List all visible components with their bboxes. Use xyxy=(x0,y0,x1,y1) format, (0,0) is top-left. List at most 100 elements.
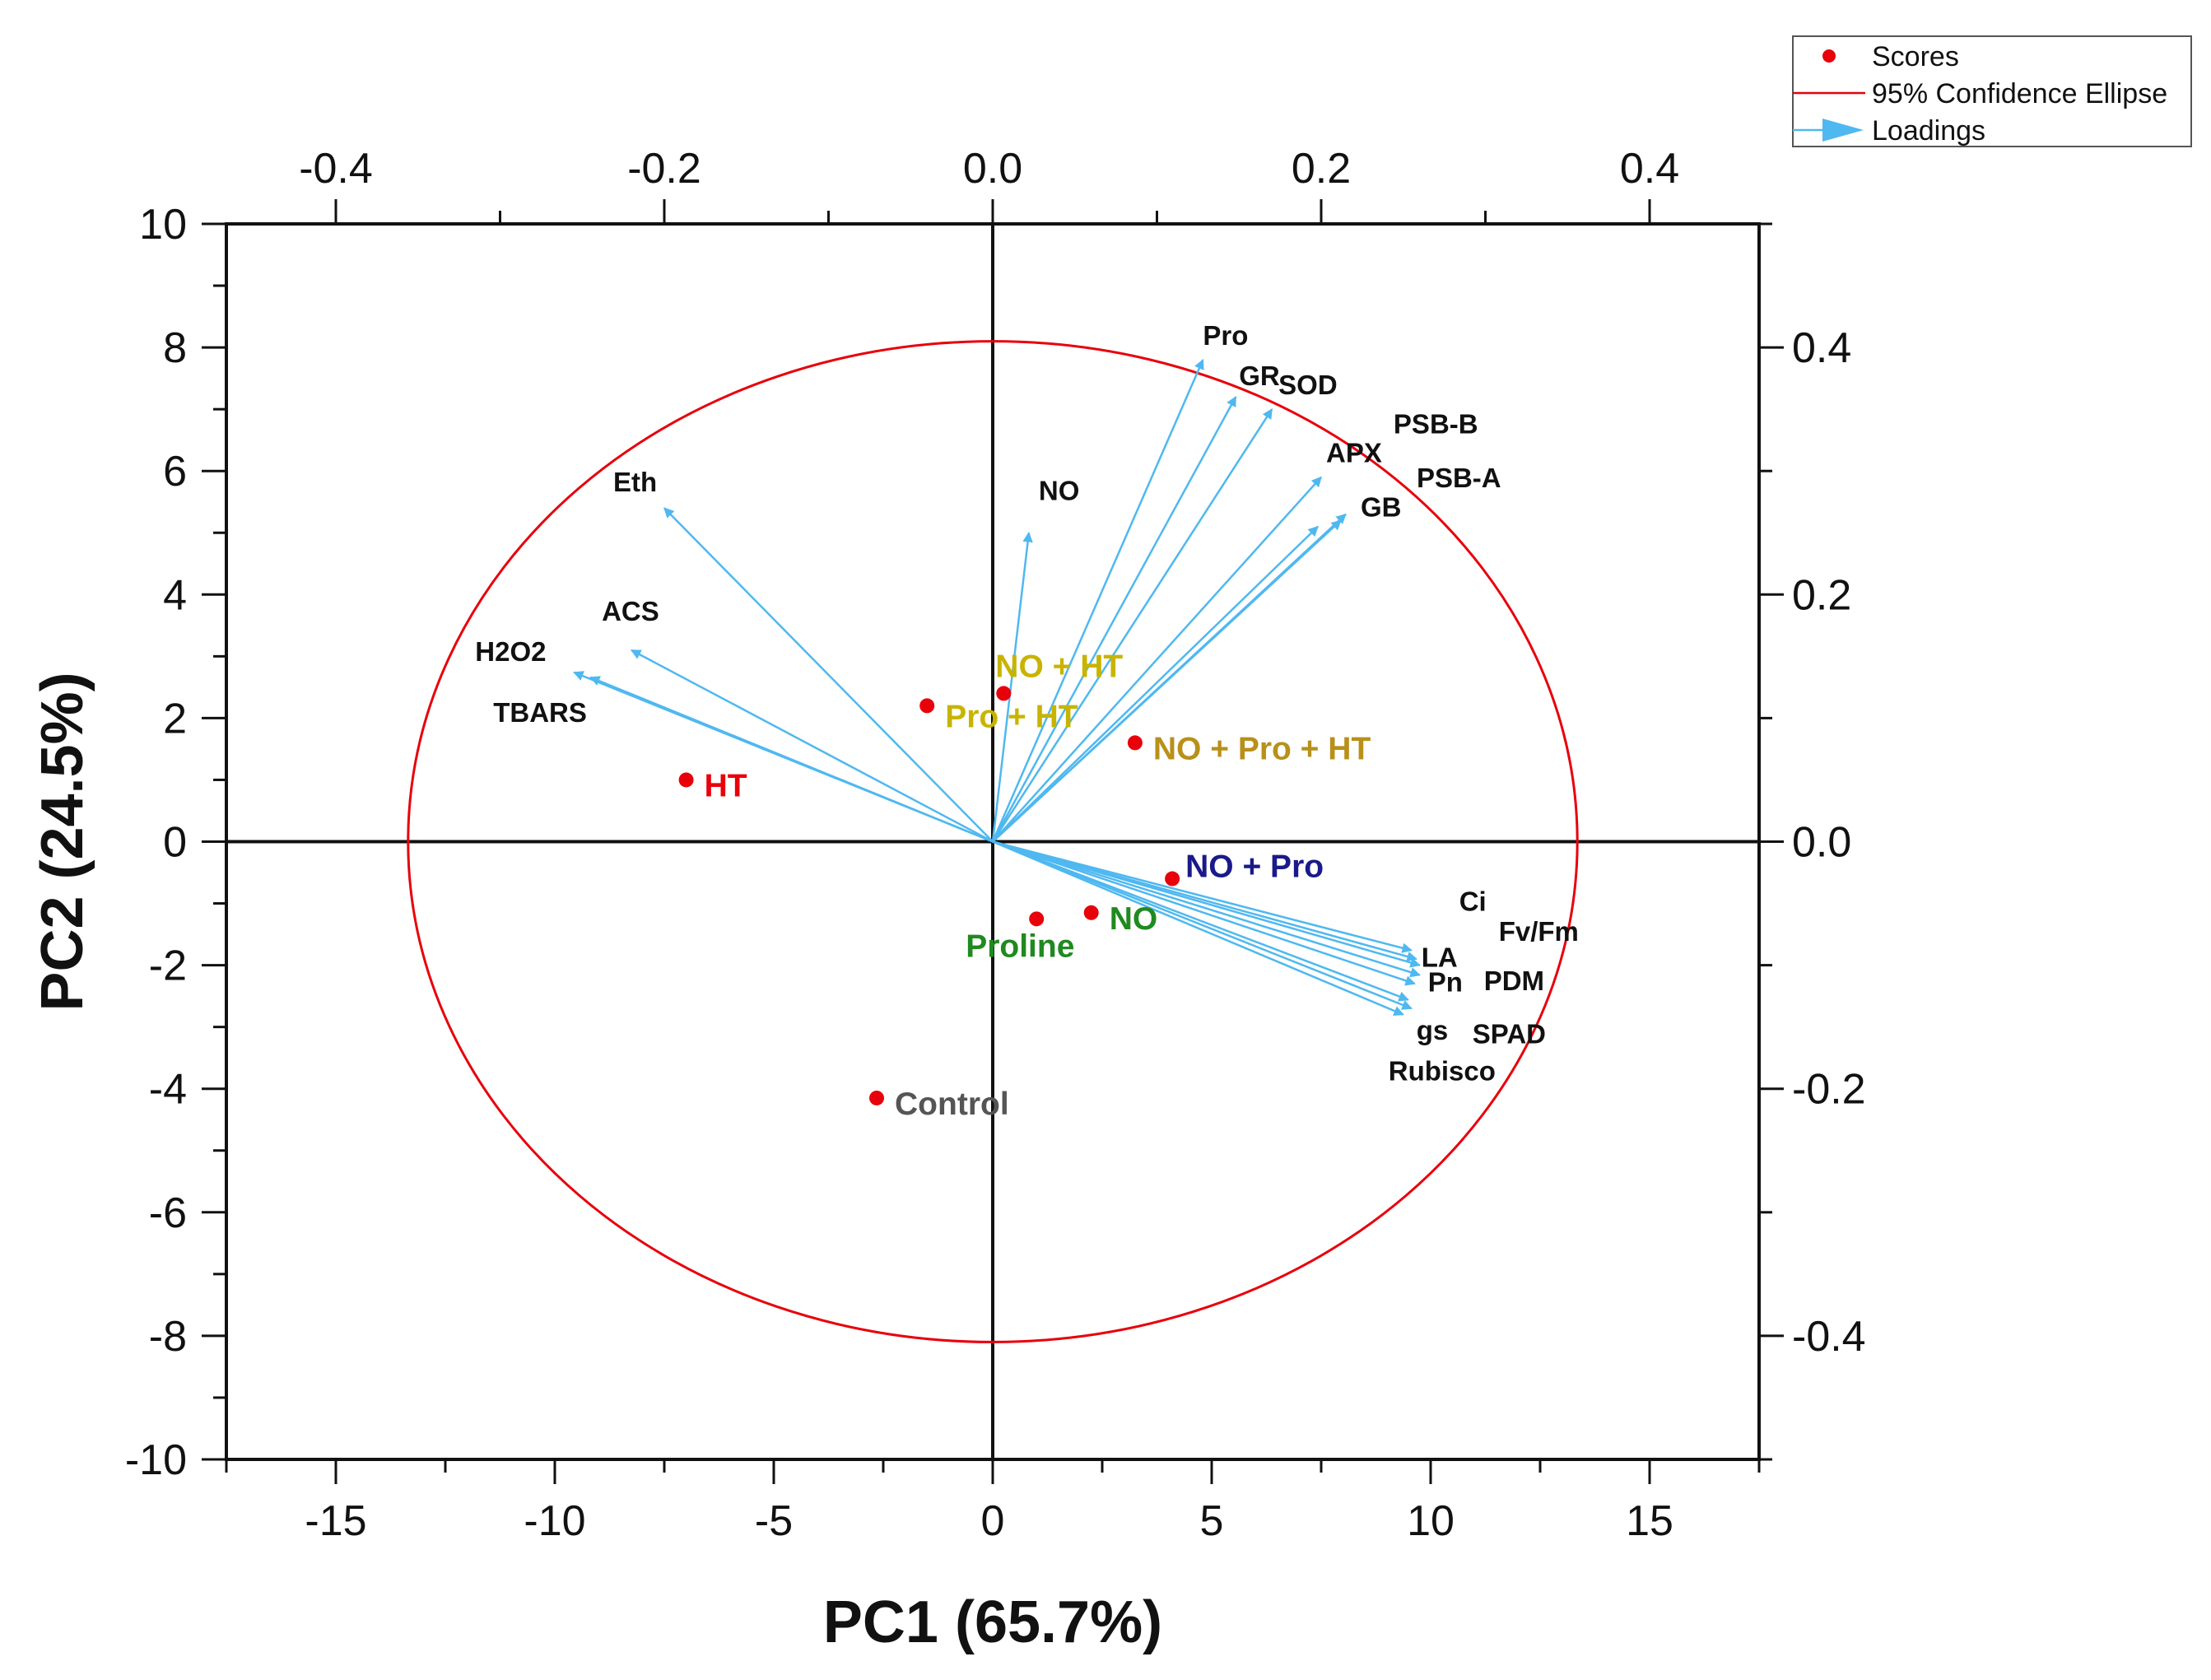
right-tick-label: 0.4 xyxy=(1792,324,1851,372)
loading-label: gs xyxy=(1417,1015,1449,1045)
y-tick-label: -2 xyxy=(149,942,187,990)
y-tick-label: -4 xyxy=(149,1066,187,1114)
y-tick-label: -10 xyxy=(125,1436,187,1484)
x-axis-title: PC1 (65.7%) xyxy=(823,1589,1162,1655)
score-label: NO + Pro + HT xyxy=(1153,731,1371,766)
legend-label: Scores xyxy=(1872,41,1959,72)
loading-label: PDM xyxy=(1484,966,1544,996)
loading-arrow xyxy=(992,840,1413,1010)
plot-frame-layer: -15 -10 -5 0 5 10 15 -10 -8 -6 -4 -2 0 2 4 6 8 10 -0.4 -0.2… xyxy=(30,145,1866,1655)
right-tick-label: -0.2 xyxy=(1792,1066,1866,1114)
top-tick-label: 0.4 xyxy=(1620,145,1679,193)
loading-label: Ci xyxy=(1459,887,1487,917)
loading-arrow xyxy=(630,649,994,843)
y-tick-label: 2 xyxy=(163,695,187,742)
loading-arrow xyxy=(992,840,1413,953)
loading-arrow xyxy=(992,476,1322,843)
x-tick-label: -5 xyxy=(755,1497,793,1545)
loading-arrow xyxy=(992,840,1421,968)
y-tick-label: -8 xyxy=(149,1313,187,1361)
loading-arrow xyxy=(991,408,1273,843)
y-tick-label: 6 xyxy=(163,448,187,496)
x-tick-label: -15 xyxy=(305,1497,366,1545)
loading-label: APX xyxy=(1326,438,1382,468)
loading-label: Rubisco xyxy=(1389,1056,1496,1087)
loading-arrow xyxy=(992,525,1319,843)
loading-arrow xyxy=(992,840,1404,1017)
score-point xyxy=(919,698,935,714)
right-tick-label: 0.0 xyxy=(1792,819,1851,867)
legend-box xyxy=(1792,35,2192,147)
loading-label: GB xyxy=(1361,492,1402,523)
legend-item: 95% Confidence Ellipse xyxy=(1793,78,2167,109)
loading-arrow xyxy=(992,519,1342,843)
ellipse-layer xyxy=(407,340,1579,1343)
loading-label: SOD xyxy=(1278,370,1338,400)
top-tick-label: -0.2 xyxy=(627,145,701,193)
loading-label: Eth xyxy=(613,467,657,497)
score-label: NO xyxy=(1110,901,1158,937)
score-label: Control xyxy=(895,1087,1009,1122)
legend: Scores 95% Confidence Ellipse Loadings xyxy=(1792,35,2192,147)
legend-item: Scores xyxy=(1822,41,1959,72)
loading-arrow xyxy=(991,358,1204,842)
scores-layer xyxy=(678,686,1180,1105)
y-axis-title: PC2 (24.5%) xyxy=(30,672,95,1011)
y-tick-label: -6 xyxy=(149,1189,187,1237)
score-label: Proline xyxy=(966,928,1074,964)
top-tick-label: -0.4 xyxy=(299,145,373,193)
score-label: NO + HT xyxy=(995,649,1123,684)
loadings-layer xyxy=(573,358,1421,1017)
legend-dot xyxy=(1822,49,1836,63)
y-tick-label: 0 xyxy=(163,819,187,867)
top-tick-label: 0.0 xyxy=(963,145,1022,193)
score-point xyxy=(1165,871,1180,887)
loading-arrow xyxy=(992,840,1409,1002)
loading-label: Pn xyxy=(1428,967,1463,998)
loading-label: LA xyxy=(1422,942,1458,973)
loading-arrow xyxy=(992,840,1416,986)
x-tick-label: 10 xyxy=(1407,1497,1455,1545)
score-point xyxy=(1127,735,1143,751)
loading-label: TBARS xyxy=(493,697,587,728)
right-tick-label: 0.2 xyxy=(1792,571,1851,619)
top-tick-label: 0.2 xyxy=(1292,145,1351,193)
score-point xyxy=(678,772,694,788)
loading-label: Pro xyxy=(1203,320,1248,351)
score-label: HT xyxy=(705,768,747,803)
confidence-ellipse xyxy=(407,340,1579,1343)
loading-label: SPAD xyxy=(1473,1019,1546,1049)
x-tick-label: -10 xyxy=(524,1497,585,1545)
y-tick-label: 8 xyxy=(163,324,187,372)
x-tick-label: 0 xyxy=(981,1497,1005,1545)
score-label: Pro + HT xyxy=(945,699,1078,734)
x-tick-label: 5 xyxy=(1200,1497,1224,1545)
legend-arrow-head xyxy=(1822,119,1864,142)
loading-arrow xyxy=(991,396,1237,843)
loading-label: GR xyxy=(1239,361,1280,391)
x-tick-label: 15 xyxy=(1626,1497,1673,1545)
loading-arrow xyxy=(663,507,994,843)
loading-label: PSB-B xyxy=(1394,409,1478,440)
legend-item: Loadings xyxy=(1793,115,1985,147)
right-tick-label: -0.4 xyxy=(1792,1313,1866,1361)
loading-label: ACS xyxy=(602,596,659,626)
score-label: NO + Pro xyxy=(1185,849,1324,885)
score-point xyxy=(1029,911,1045,927)
score-point xyxy=(996,686,1012,701)
loading-arrow xyxy=(991,532,1033,842)
y-tick-label: 4 xyxy=(163,571,187,619)
loading-arrow xyxy=(589,676,994,843)
loading-arrow xyxy=(992,840,1421,978)
loading-label: NO xyxy=(1039,475,1080,505)
loading-label: PSB-A xyxy=(1417,463,1501,493)
y-tick-label: 10 xyxy=(139,201,187,249)
loading-label: Fv/Fm xyxy=(1499,916,1579,947)
loading-label: H2O2 xyxy=(475,636,546,667)
score-point xyxy=(1083,905,1099,920)
legend-label: Loadings xyxy=(1872,115,1985,147)
score-point xyxy=(869,1090,885,1105)
